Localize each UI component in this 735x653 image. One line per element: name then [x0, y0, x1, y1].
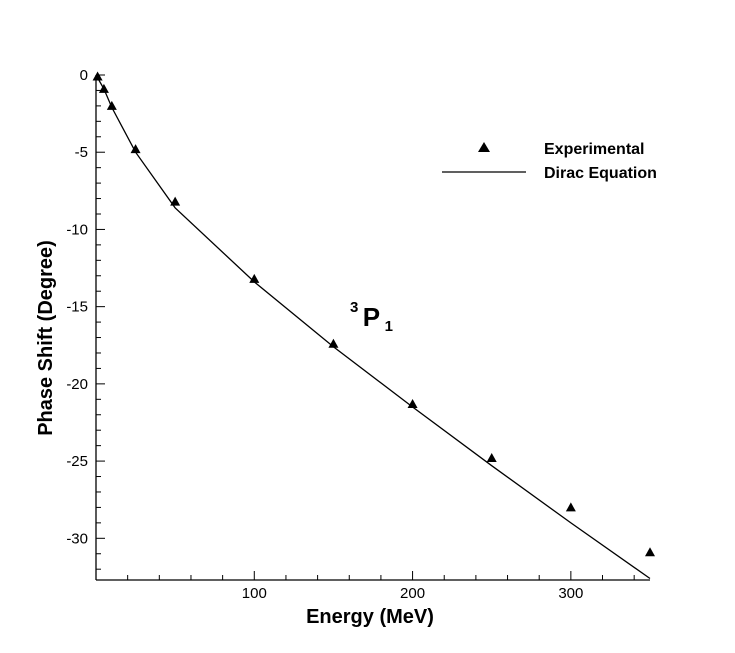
y-tick-label: -10: [66, 221, 88, 238]
experimental-point: [565, 502, 576, 512]
y-tick-label: -5: [75, 144, 88, 161]
experimental-point: [249, 273, 260, 283]
x-axis-title: Energy (MeV): [306, 606, 434, 628]
y-tick-label: 0: [80, 67, 88, 84]
annotation-subscript: 1: [385, 318, 393, 335]
experimental-point: [645, 547, 655, 557]
experimental-point: [170, 196, 181, 206]
experimental-point: [92, 71, 103, 81]
experimental-point: [407, 398, 418, 408]
annotation-main: P: [363, 302, 380, 332]
y-tick-label: -30: [66, 530, 88, 547]
annotation-superscript: 3: [350, 299, 358, 316]
y-tick-label: -15: [66, 299, 88, 316]
experimental-point: [130, 144, 141, 154]
state-annotation: 3 P 1: [350, 299, 393, 335]
experimental-series: [92, 71, 655, 557]
legend-marker-experimental: [478, 142, 490, 152]
ticks: 0 -5 -10 -15 -20 -25 -30 100 200 300: [66, 67, 635, 602]
x-tick-label: 100: [242, 585, 267, 602]
axes: [95, 75, 650, 581]
legend-label-experimental: Experimental: [544, 141, 644, 158]
y-axis-title: Phase Shift (Degree): [35, 240, 57, 436]
experimental-point: [98, 83, 109, 93]
y-tick-label: -25: [66, 453, 88, 470]
legend: Experimental Dirac Equation: [442, 141, 657, 182]
x-tick-label: 200: [400, 585, 425, 602]
experimental-point: [328, 338, 339, 348]
experimental-point: [106, 100, 117, 110]
experimental-point: [486, 452, 497, 462]
legend-label-dirac: Dirac Equation: [544, 165, 657, 182]
x-tick-label: 300: [558, 585, 583, 602]
y-tick-label: -20: [66, 376, 88, 393]
